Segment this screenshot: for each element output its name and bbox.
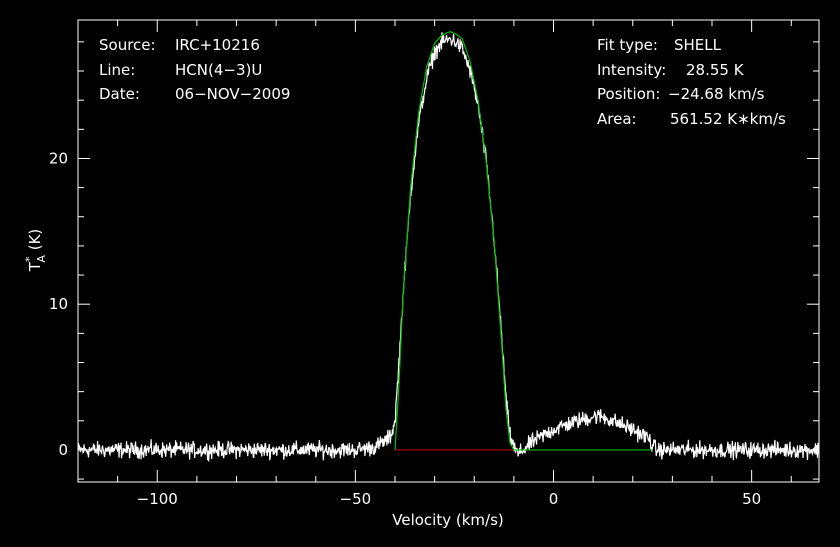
y-tick-label: 20 [49,149,68,167]
fit-type-value: SHELL [674,36,722,54]
area-value: 561.52 K∗km/s [670,110,786,128]
source-label: Source: [99,36,156,54]
axis-ticks [77,20,819,482]
intensity-value: 28.55 K [686,61,745,79]
y-tick-label: 0 [58,441,68,459]
position-label: Position: [597,85,660,103]
tick-labels: −100 −50 0 50 0 10 20 [49,149,761,508]
y-axis-title-text: T*A (K) [23,229,48,273]
x-tick-label: 50 [742,490,761,508]
intensity-label: Intensity: [597,61,666,79]
y-tick-label: 10 [49,295,68,313]
y-axis-superscript: * [23,256,36,262]
fit-type-label: Fit type: [597,36,658,54]
position-value: −24.68 km/s [668,85,765,103]
y-axis-unit: (K) [26,229,44,255]
y-axis-subscript: A [35,255,48,263]
x-tick-label: −100 [137,490,178,508]
date-label: Date: [99,85,140,103]
source-value: IRC+10216 [175,36,260,54]
spectrum-line [77,32,820,462]
fit-curve-line [394,31,653,451]
line-label: Line: [99,61,135,79]
line-value: HCN(4−3)U [175,61,262,79]
x-tick-label: 0 [549,490,559,508]
plot-frame [77,19,820,483]
x-tick-label: −50 [340,490,372,508]
date-value: 06−NOV−2009 [175,85,290,103]
y-axis-symbol: T [26,261,44,272]
area-label: Area: [597,110,637,128]
y-axis-title: T*A (K) [23,229,48,273]
x-axis-title: Velocity (km/s) [392,511,503,529]
